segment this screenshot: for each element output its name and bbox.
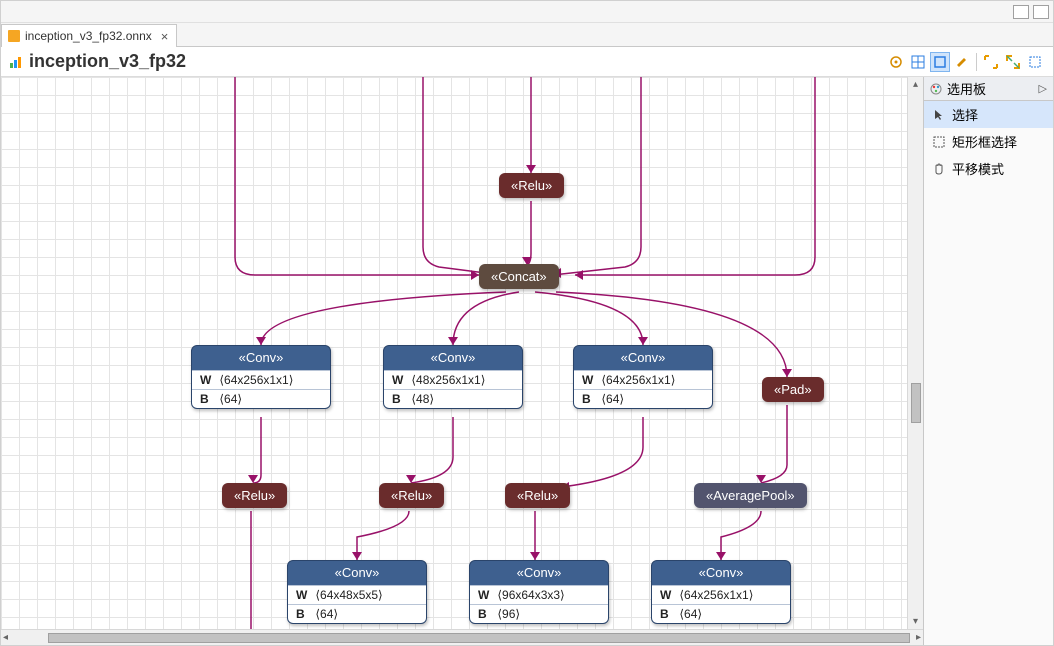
palette-item-hand[interactable]: 平移模式: [924, 155, 1053, 182]
conv-header: «Conv»: [288, 561, 426, 585]
scroll-left-arrow-icon[interactable]: ◂: [3, 632, 8, 643]
conv-body: W ⟨64x48x5x5⟩B ⟨64⟩: [288, 585, 426, 623]
conv-body: W ⟨96x64x3x3⟩B ⟨96⟩: [470, 585, 608, 623]
conv-body: W ⟨64x256x1x1⟩B ⟨64⟩: [192, 370, 330, 408]
palette-item-label: 平移模式: [952, 159, 1004, 178]
node-conv4[interactable]: «Conv»W ⟨64x48x5x5⟩B ⟨64⟩: [287, 560, 427, 624]
palette-item-label: 选择: [952, 105, 978, 124]
diagram-canvas[interactable]: «Relu»«Concat»«Conv»W ⟨64x256x1x1⟩B ⟨64⟩…: [1, 77, 907, 629]
cursor-icon: [932, 108, 946, 122]
node-concat[interactable]: «Concat»: [479, 264, 559, 289]
node-relu1[interactable]: «Relu»: [222, 483, 287, 508]
conv-header: «Conv»: [652, 561, 790, 585]
toolbar: [886, 52, 1045, 72]
palette-header[interactable]: 选用板 ▷: [924, 77, 1053, 101]
vertical-scrollbar[interactable]: ▴ ▾: [907, 77, 923, 629]
diagram-icon: [9, 55, 23, 69]
vscroll-thumb[interactable]: [911, 383, 921, 423]
node-conv2[interactable]: «Conv»W ⟨48x256x1x1⟩B ⟨48⟩: [383, 345, 523, 409]
tab-filename: inception_v3_fp32.onnx: [25, 29, 152, 43]
node-pad[interactable]: «Pad»: [762, 377, 824, 402]
toolbar-expand-button[interactable]: [981, 52, 1001, 72]
conv-header: «Conv»: [470, 561, 608, 585]
palette-item-marquee[interactable]: 矩形框选择: [924, 128, 1053, 155]
node-relu3[interactable]: «Relu»: [505, 483, 570, 508]
palette-expand-icon[interactable]: ▷: [1039, 82, 1047, 95]
toolbar-grid-button[interactable]: [908, 52, 928, 72]
palette-item-cursor[interactable]: 选择: [924, 101, 1053, 128]
conv-header: «Conv»: [384, 346, 522, 370]
marquee-icon: [932, 135, 946, 149]
toolbar-collapse-button[interactable]: [1003, 52, 1023, 72]
node-relu_top[interactable]: «Relu»: [499, 173, 564, 198]
conv-header: «Conv»: [574, 346, 712, 370]
editor-tabbar: inception_v3_fp32.onnx ×: [1, 23, 1053, 47]
node-conv3[interactable]: «Conv»W ⟨64x256x1x1⟩B ⟨64⟩: [573, 345, 713, 409]
window-titlebar: [1, 1, 1053, 23]
palette-item-label: 矩形框选择: [952, 132, 1017, 151]
palette-panel: 选用板 ▷ 选择矩形框选择平移模式: [923, 77, 1053, 645]
scroll-up-arrow-icon[interactable]: ▴: [913, 79, 918, 90]
toolbar-separator: [976, 53, 977, 71]
editor-tab[interactable]: inception_v3_fp32.onnx ×: [1, 24, 177, 47]
hscroll-thumb[interactable]: [48, 633, 910, 643]
node-avgpool[interactable]: «AveragePool»: [694, 483, 807, 508]
file-icon: [8, 30, 20, 42]
toolbar-target-button[interactable]: [886, 52, 906, 72]
main-area: «Relu»«Concat»«Conv»W ⟨64x256x1x1⟩B ⟨64⟩…: [1, 77, 1053, 645]
scroll-right-arrow-icon[interactable]: ▸: [916, 632, 921, 643]
minimize-button[interactable]: [1013, 5, 1029, 19]
conv-body: W ⟨48x256x1x1⟩B ⟨48⟩: [384, 370, 522, 408]
palette-title: 选用板: [947, 79, 986, 98]
node-relu2[interactable]: «Relu»: [379, 483, 444, 508]
palette-icon: [930, 83, 942, 95]
canvas-wrapper: «Relu»«Concat»«Conv»W ⟨64x256x1x1⟩B ⟨64⟩…: [1, 77, 923, 645]
conv-body: W ⟨64x256x1x1⟩B ⟨64⟩: [652, 585, 790, 623]
horizontal-scrollbar[interactable]: ◂ ▸: [1, 629, 923, 645]
toolbar-edit-button[interactable]: [952, 52, 972, 72]
scroll-down-arrow-icon[interactable]: ▾: [913, 616, 918, 627]
node-conv6[interactable]: «Conv»W ⟨64x256x1x1⟩B ⟨64⟩: [651, 560, 791, 624]
toolbar-fit-button[interactable]: [1025, 52, 1045, 72]
node-conv5[interactable]: «Conv»W ⟨96x64x3x3⟩B ⟨96⟩: [469, 560, 609, 624]
hand-icon: [932, 162, 946, 176]
maximize-button[interactable]: [1033, 5, 1049, 19]
page-title: inception_v3_fp32: [29, 51, 186, 72]
toolbar-select-button[interactable]: [930, 52, 950, 72]
conv-body: W ⟨64x256x1x1⟩B ⟨64⟩: [574, 370, 712, 408]
conv-header: «Conv»: [192, 346, 330, 370]
node-conv1[interactable]: «Conv»W ⟨64x256x1x1⟩B ⟨64⟩: [191, 345, 331, 409]
close-icon[interactable]: ×: [161, 29, 169, 44]
editor-header: inception_v3_fp32: [1, 47, 1053, 77]
